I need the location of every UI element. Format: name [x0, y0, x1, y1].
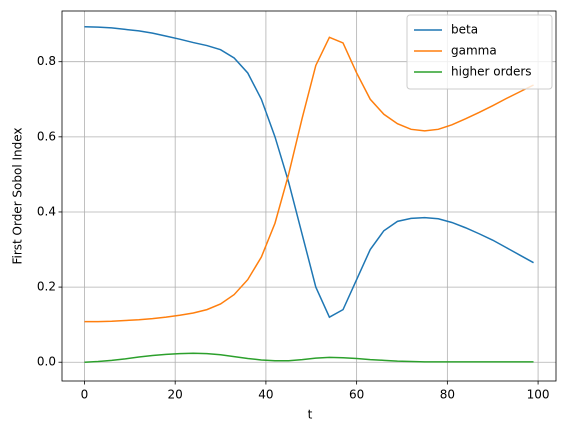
y-tick-label: 0.0: [37, 355, 56, 369]
series-line: [84, 352, 534, 363]
x-tick-label: 40: [258, 388, 273, 402]
series-line: [84, 36, 534, 323]
y-tick-label: 0.4: [37, 204, 56, 218]
x-tick-label: 20: [168, 388, 183, 402]
y-tick-label: 0.6: [37, 129, 56, 143]
x-tick-label: 80: [440, 388, 455, 402]
legend-label: higher orders: [451, 65, 532, 79]
y-tick-label: 0.8: [37, 54, 56, 68]
axes-frame: [61, 10, 557, 382]
y-axis-label: First Order Sobol Index: [11, 127, 25, 264]
x-tick-label: 60: [349, 388, 364, 402]
series-line: [84, 26, 534, 319]
legend: beta gamma higher orders: [406, 14, 553, 90]
y-tick-label: 0.2: [37, 280, 56, 294]
x-axis-label: t: [308, 408, 313, 422]
legend-label: gamma: [451, 44, 497, 58]
x-tick-label: 100: [527, 388, 550, 402]
legend-box: [406, 14, 553, 90]
x-tick-label: 0: [81, 388, 89, 402]
legend-label: beta: [451, 23, 478, 37]
